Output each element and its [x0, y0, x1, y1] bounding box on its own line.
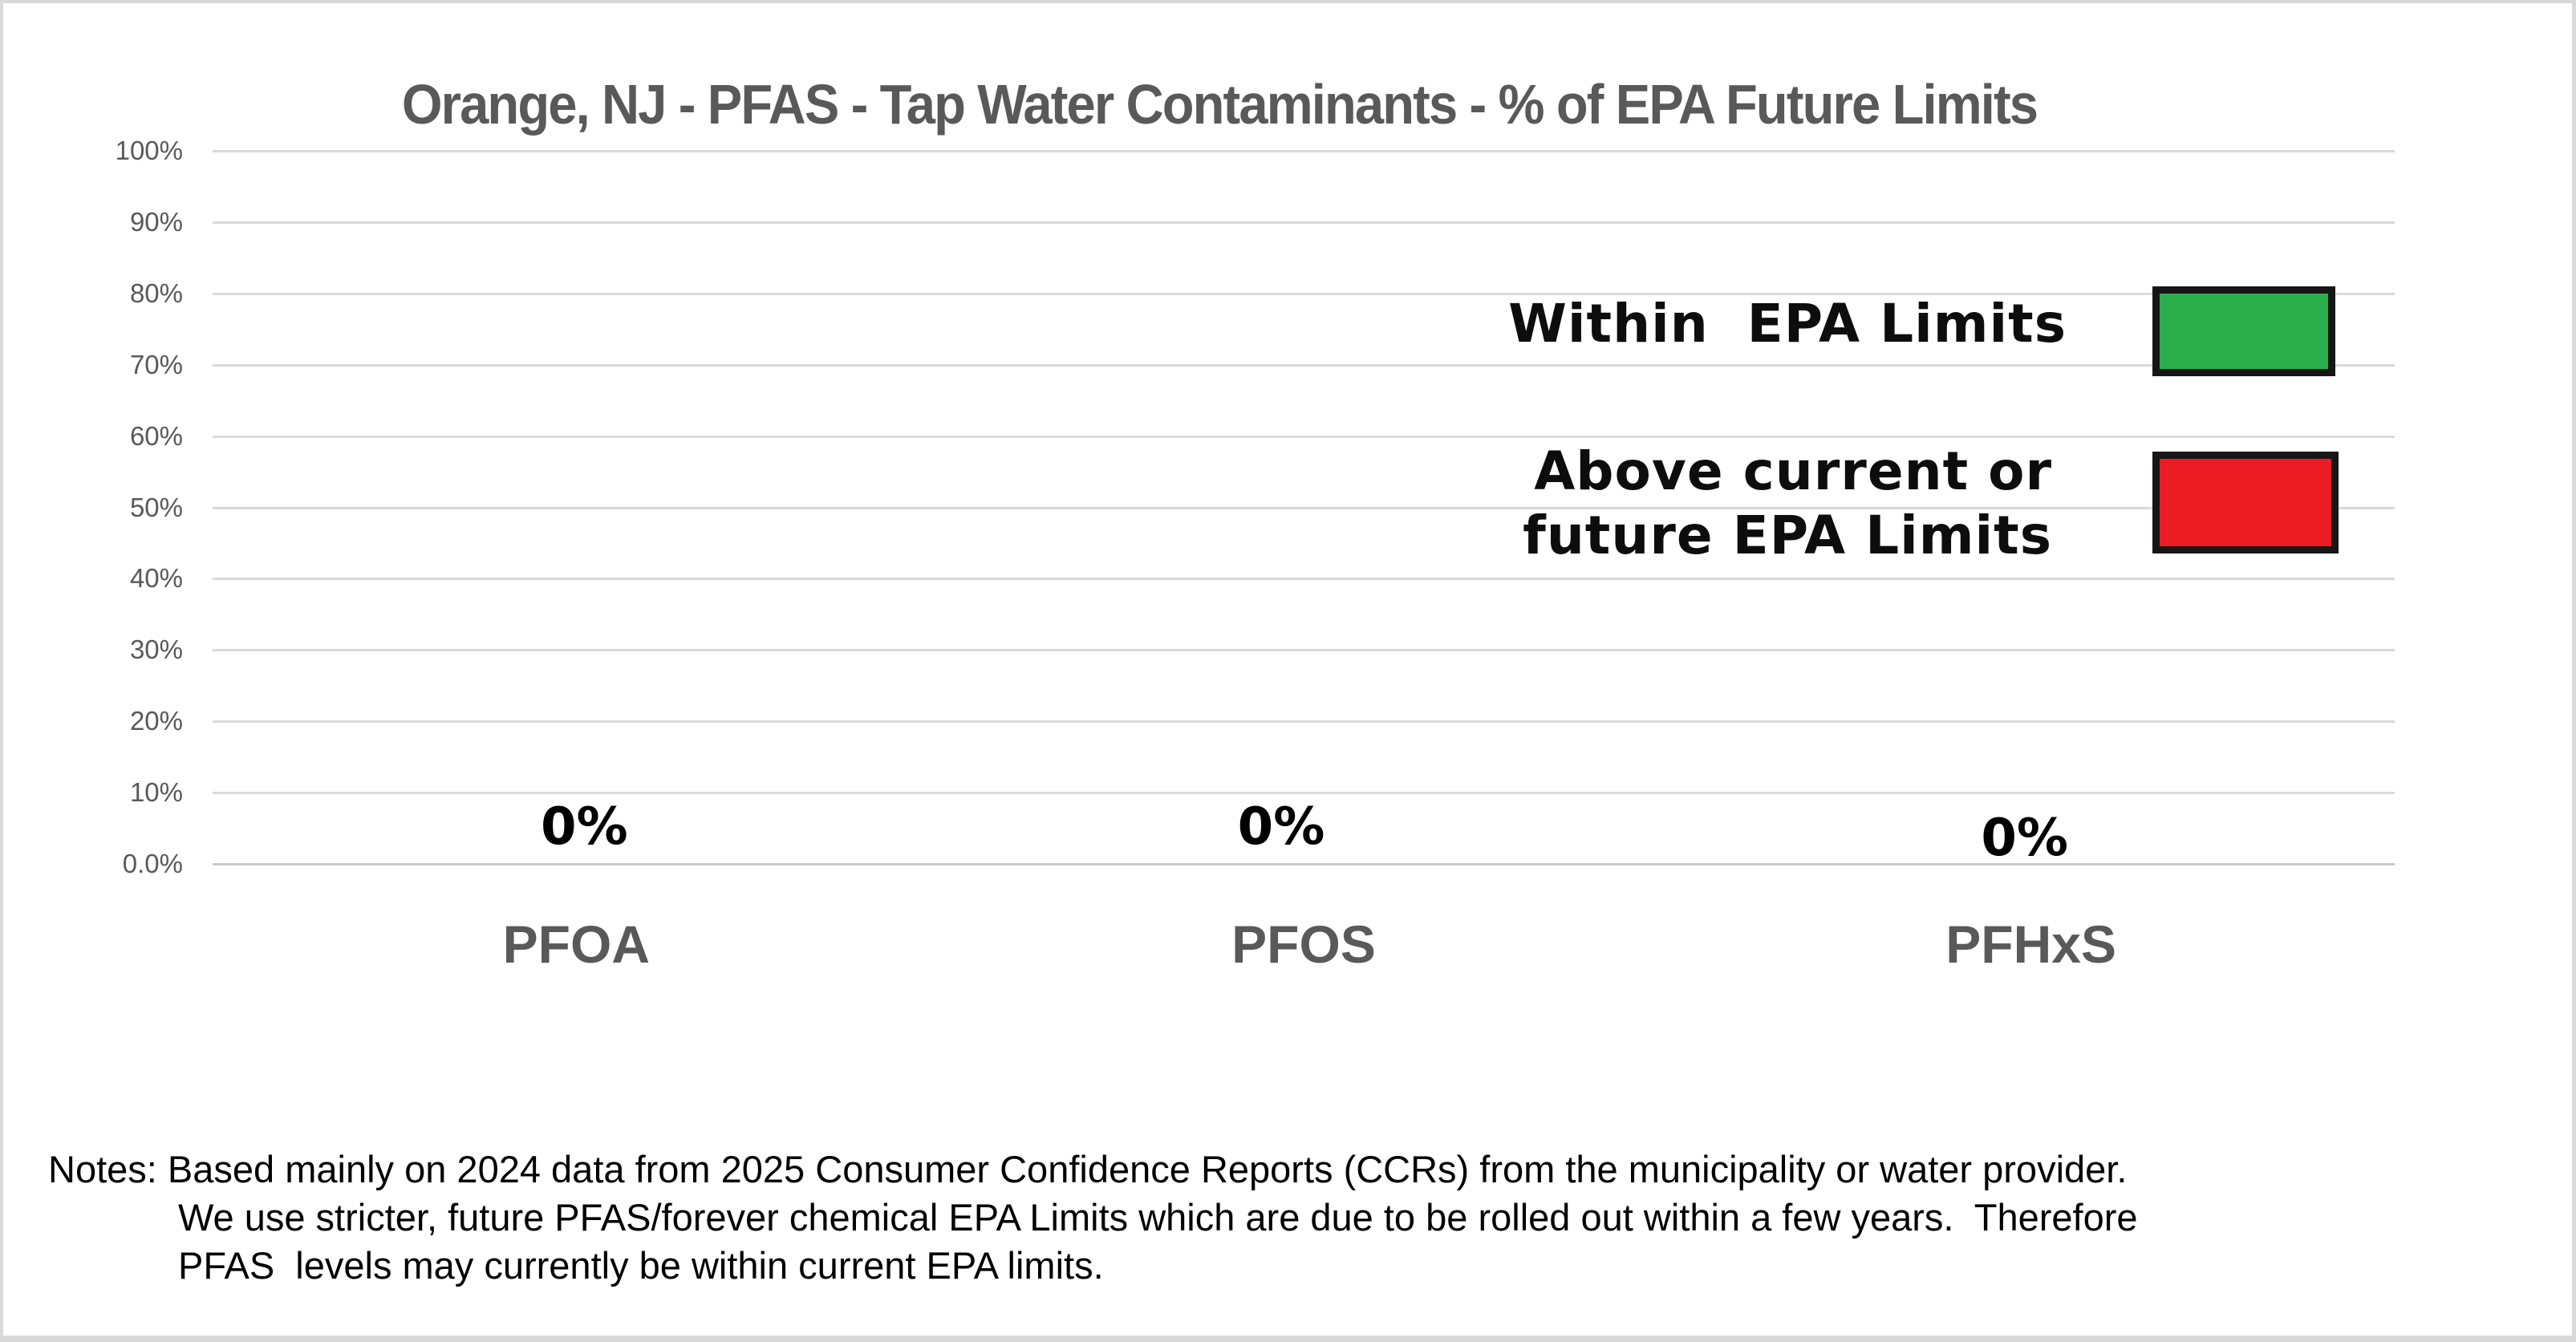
chart-title: Orange, NJ - PFAS - Tap Water Contaminan…	[401, 73, 2038, 136]
y-tick-label: 70%	[129, 349, 183, 379]
category-label-PFOS: PFOS	[1231, 914, 1376, 974]
category-label-PFHxS: PFHxS	[1945, 914, 2117, 974]
gridline-40%	[213, 578, 2395, 581]
gridline-0.0%	[213, 863, 2395, 866]
y-tick-label: 10%	[129, 777, 183, 808]
gridline-80%	[213, 292, 2395, 295]
y-tick-label: 0.0%	[122, 849, 183, 878]
y-tick-label: 40%	[129, 563, 183, 594]
value-label-PFHxS: 0%	[1981, 809, 2068, 868]
y-tick-label: 50%	[129, 492, 183, 522]
y-tick-label: 90%	[129, 206, 183, 237]
gridline-20%	[213, 720, 2395, 724]
gridline-50%	[213, 506, 2395, 509]
legend-swatch-above-epa-limits	[2152, 452, 2339, 553]
y-tick-label: 100%	[115, 136, 183, 165]
value-label-PFOS: 0%	[1237, 797, 1325, 857]
notes-line-1: Notes: Based mainly on 2024 data from 20…	[48, 1148, 2128, 1190]
gridline-10%	[213, 792, 2395, 795]
notes-line-3: PFAS levels may currently be within curr…	[178, 1244, 1104, 1287]
gridline-70%	[213, 363, 2395, 367]
legend-label-above-epa-limits: Above current or future EPA Limits	[1523, 440, 2052, 566]
y-tick-label: 20%	[129, 706, 183, 736]
gridline-100%	[213, 150, 2395, 152]
y-tick-label: 30%	[129, 635, 183, 665]
gridline-30%	[213, 649, 2395, 652]
gridline-60%	[213, 435, 2395, 438]
notes-line-2: We use stricter, future PFAS/forever che…	[178, 1196, 2138, 1239]
category-label-PFOA: PFOA	[502, 914, 650, 974]
legend-label-within-epa-limits: Within EPA Limits	[1508, 293, 2067, 355]
value-label-PFOA: 0%	[541, 797, 628, 857]
gridline-90%	[213, 221, 2395, 224]
y-tick-label: 80%	[129, 278, 183, 308]
legend-swatch-within-epa-limits	[2152, 286, 2335, 376]
y-tick-label: 60%	[129, 420, 183, 451]
